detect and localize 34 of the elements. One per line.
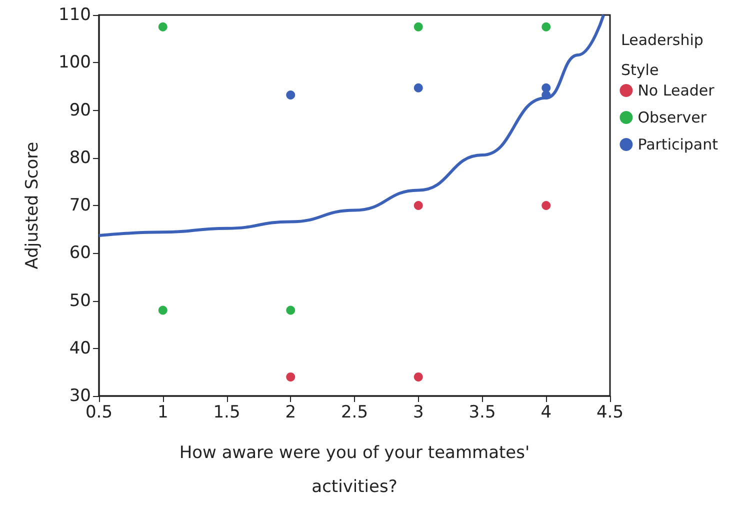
point bbox=[414, 22, 423, 32]
point bbox=[286, 372, 296, 382]
y-tick-label: 40 bbox=[69, 338, 91, 358]
x-axis-title: How aware were you of your teammates' activities? bbox=[179, 443, 530, 497]
x-tick-label: 1 bbox=[157, 402, 168, 422]
point bbox=[542, 201, 551, 210]
x-tick-label: 3 bbox=[412, 402, 424, 422]
point bbox=[414, 83, 423, 92]
point bbox=[542, 22, 551, 32]
legend-label: Observer bbox=[638, 108, 708, 126]
legend-title: Leadership Style bbox=[621, 31, 708, 79]
y-tick-label: 90 bbox=[69, 100, 91, 120]
point bbox=[414, 201, 423, 210]
x-tick-label: 2 bbox=[285, 402, 296, 422]
y-tick-label: 80 bbox=[69, 148, 91, 168]
x-tick-label: 1.5 bbox=[213, 402, 240, 422]
point bbox=[286, 306, 296, 315]
y-tick-label: 60 bbox=[69, 243, 91, 264]
point bbox=[158, 306, 168, 315]
point bbox=[286, 90, 296, 100]
x-tick-label: 4 bbox=[540, 402, 552, 422]
x-tick-label: 4.5 bbox=[596, 402, 624, 422]
line-series bbox=[98, 14, 606, 238]
point bbox=[158, 22, 168, 32]
legend-label: No Leader bbox=[638, 82, 716, 100]
y-tick-label: 50 bbox=[69, 290, 91, 311]
y-axis-title: Adjusted Score bbox=[22, 142, 42, 270]
legend-label: Participant bbox=[638, 136, 718, 154]
x-tick-label: 3.5 bbox=[468, 402, 496, 422]
y-tick-label: 100 bbox=[58, 52, 91, 73]
point bbox=[414, 372, 423, 382]
x-tick-label: 2.5 bbox=[340, 402, 368, 422]
y-tick-label: 70 bbox=[69, 196, 91, 216]
y-tick-label: 110 bbox=[58, 5, 91, 25]
